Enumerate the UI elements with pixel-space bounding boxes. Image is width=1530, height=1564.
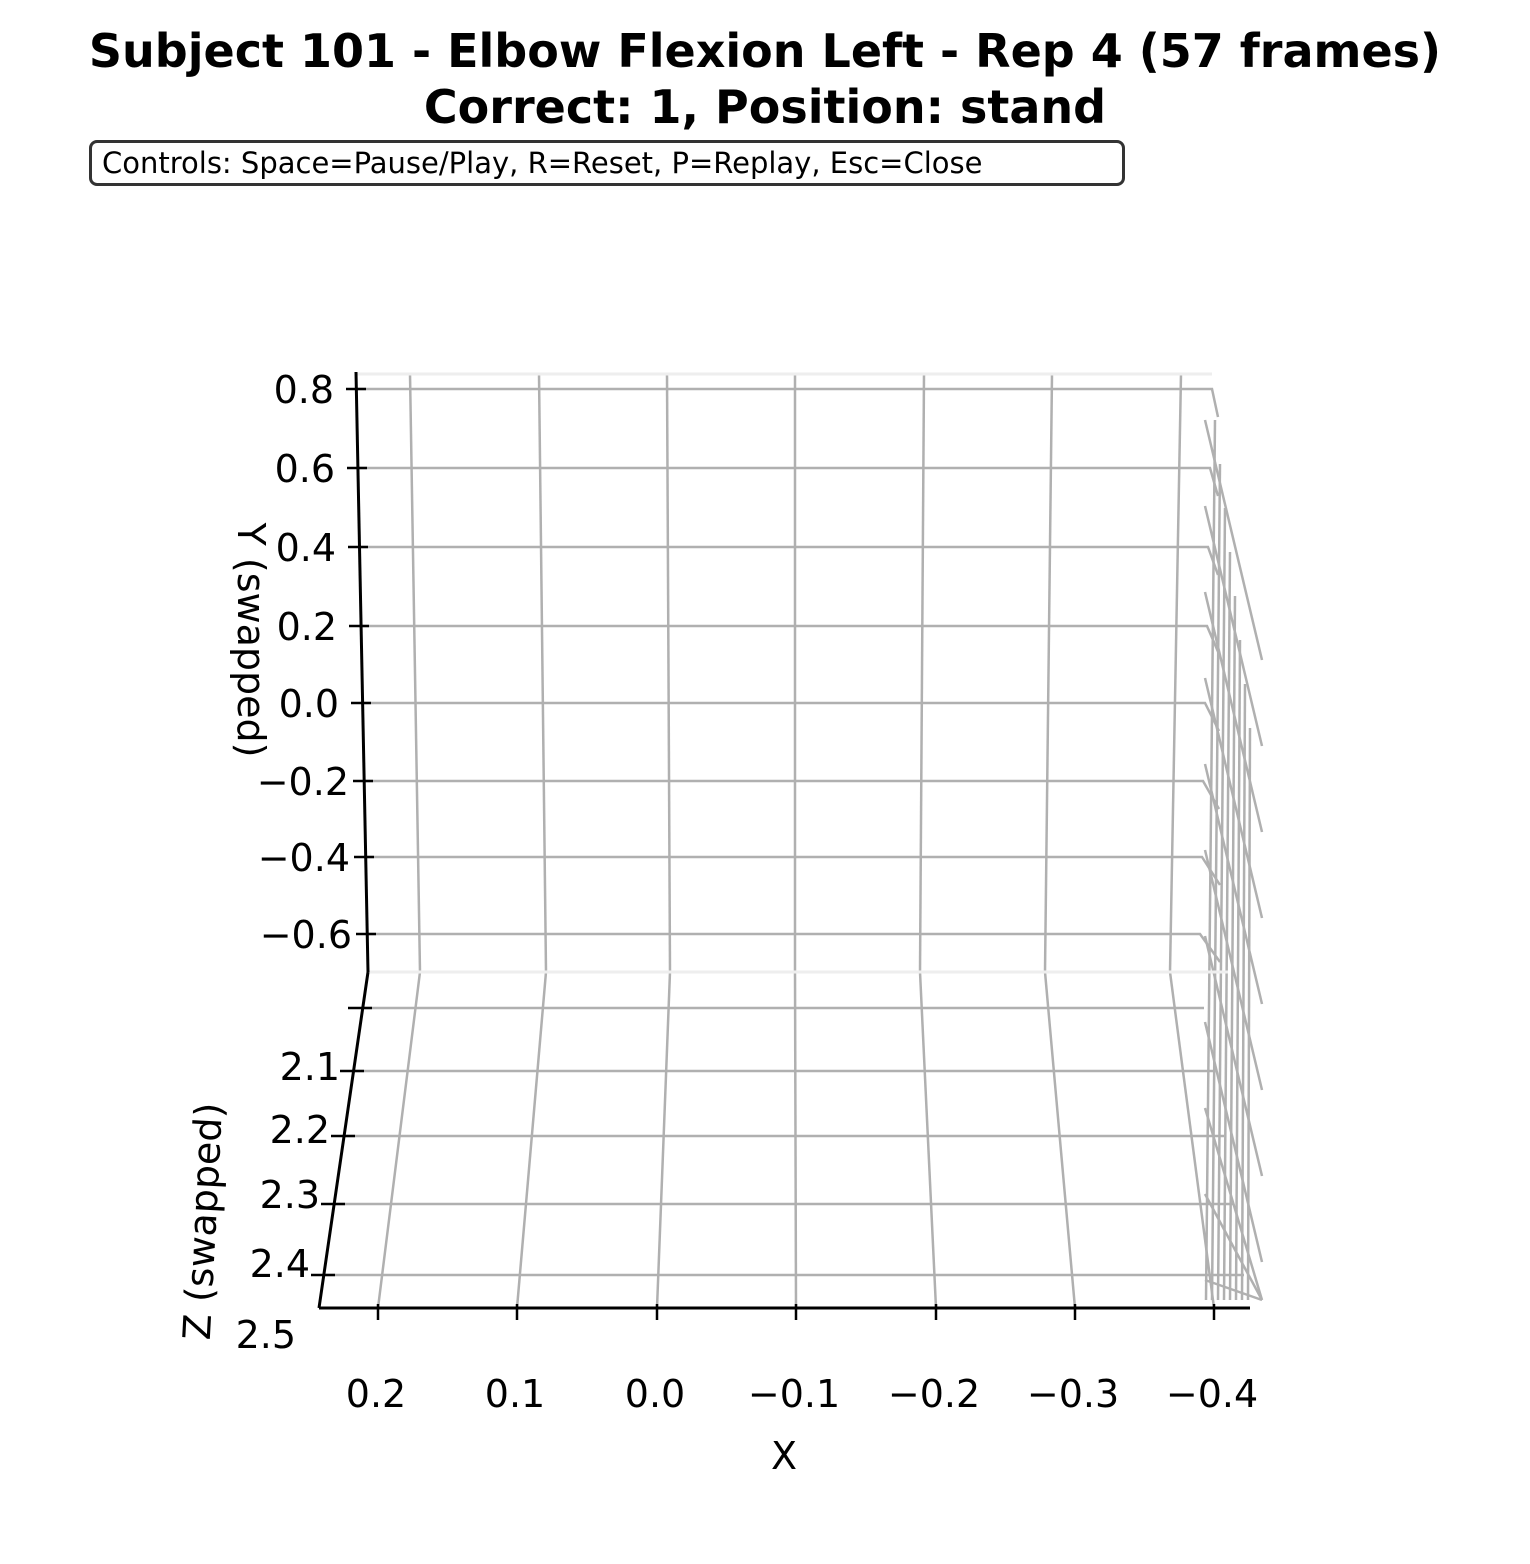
grid-line-x-back	[537, 373, 548, 973]
x-tick-label: −0.3	[1027, 1372, 1119, 1416]
grid-line-y-back	[363, 779, 1221, 810]
z-tick-label: 2.1	[280, 1045, 340, 1089]
y-tick-label: 0.4	[276, 526, 336, 570]
z-tick-label: 2.2	[270, 1108, 330, 1152]
grid-line-side-diag	[1203, 935, 1264, 1177]
axes	[317, 371, 1250, 1310]
y-tick-label: 0.0	[279, 682, 339, 726]
grid-line-side-diag	[1203, 849, 1264, 1091]
grid-line-side-diag	[1203, 1107, 1264, 1301]
grid-line-x-back	[665, 373, 672, 973]
grid-line-side-diag	[1203, 677, 1264, 919]
grid-line-side-diag	[1203, 1193, 1264, 1301]
grid-line-y-back	[359, 624, 1221, 655]
grid-line-x-back	[1168, 373, 1183, 973]
grid-line-side-diag	[1203, 505, 1264, 747]
x-tick-label: −0.4	[1166, 1372, 1258, 1416]
tick-labels: 0.8 0.6 0.4 0.2 0.0 −0.2 −0.4 −0.6 2.1 2.2 2.3 2.4 2…	[236, 368, 1259, 1416]
grid-line-x-floor	[515, 971, 548, 1309]
grid-line-x-back	[408, 373, 422, 973]
grid-line-y-back	[357, 466, 1220, 497]
chart-title: Subject 101 - Elbow Flexion Left - Rep 4…	[88, 24, 1442, 78]
z-tick-label: 2.5	[236, 1313, 296, 1357]
grid-line-side-diag	[1203, 1021, 1264, 1263]
x-tick-label: 0.0	[625, 1372, 685, 1416]
grid-line-side-diag	[1203, 419, 1264, 661]
x-axis-label: X	[771, 1434, 797, 1478]
y-tick-label: −0.4	[258, 836, 350, 880]
y-axis-line	[354, 371, 370, 973]
grid-line-side	[1210, 463, 1222, 1301]
grid-line-y-back	[361, 701, 1221, 732]
y-tick-label: 0.2	[277, 605, 337, 649]
z-axis-label: Z (swapped)	[175, 1101, 231, 1341]
chart-subtitle: Correct: 1, Position: stand	[423, 80, 1107, 134]
y-tick-label: 0.6	[275, 447, 335, 491]
grid-line-x-floor	[376, 971, 422, 1309]
y-tick-label: −0.2	[257, 760, 349, 804]
grid-line-side-diag	[1203, 763, 1264, 1005]
tick-marks	[311, 387, 1216, 1320]
grid-line-side	[1216, 507, 1227, 1301]
x-tick-label: 0.2	[346, 1372, 406, 1416]
grid-line-x-back	[918, 373, 926, 973]
grid-line-side	[1240, 683, 1247, 1301]
grid-line-x-back	[1043, 373, 1054, 973]
z-tick-label: 2.4	[250, 1242, 310, 1286]
grid-line-x-floor	[918, 971, 938, 1309]
grid-line-x-floor	[793, 971, 798, 1309]
x-tick-label: −0.2	[888, 1372, 980, 1416]
grid-line-x-floor	[1043, 971, 1077, 1309]
grid-line-y-back	[364, 855, 1222, 886]
grid-line-side	[1204, 419, 1217, 1301]
x-tick-label: 0.1	[485, 1372, 545, 1416]
grid-line-y-back	[356, 387, 1220, 418]
controls-hint-box: Controls: Space=Pause/Play, R=Reset, P=R…	[89, 140, 1125, 186]
grid-line-side-diag	[1204, 1278, 1263, 1302]
grid-line-y-back	[358, 545, 1220, 576]
grid-line-side	[1234, 639, 1242, 1301]
grid-line-x-floor	[655, 971, 672, 1309]
y-tick-label: 0.8	[274, 368, 334, 412]
grid-line-side-diag	[1203, 591, 1264, 833]
z-axis-line	[317, 971, 370, 1309]
y-axis-label: Y (swapped)	[229, 522, 273, 758]
y-tick-label: −0.6	[260, 913, 352, 957]
z-tick-label: 2.3	[260, 1173, 320, 1217]
grid-lines	[325, 372, 1264, 1309]
x-tick-label: −0.1	[748, 1372, 840, 1416]
grid-line-y-back	[366, 932, 1222, 963]
